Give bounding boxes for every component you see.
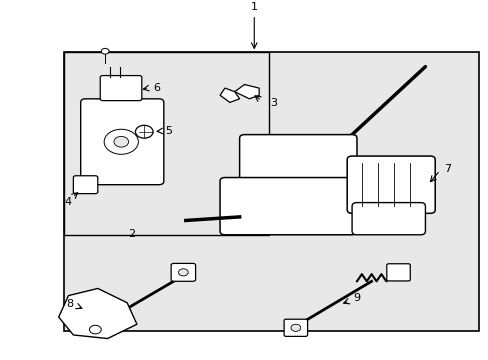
Text: 7: 7 — [443, 163, 450, 174]
FancyBboxPatch shape — [351, 203, 425, 235]
FancyBboxPatch shape — [386, 264, 409, 281]
Polygon shape — [59, 288, 137, 338]
Text: 1: 1 — [250, 2, 257, 12]
FancyBboxPatch shape — [100, 76, 142, 101]
Text: 8: 8 — [66, 299, 73, 309]
FancyBboxPatch shape — [284, 319, 307, 336]
FancyBboxPatch shape — [81, 99, 163, 185]
Bar — [63, 52, 478, 331]
Polygon shape — [220, 88, 239, 102]
Circle shape — [104, 129, 138, 154]
FancyBboxPatch shape — [346, 156, 434, 213]
Text: 5: 5 — [165, 126, 172, 136]
FancyBboxPatch shape — [239, 135, 356, 206]
Text: 2: 2 — [128, 229, 135, 239]
Circle shape — [178, 269, 188, 276]
Circle shape — [89, 325, 101, 334]
Bar — [63, 52, 268, 235]
Circle shape — [135, 125, 153, 138]
Polygon shape — [234, 85, 259, 99]
FancyBboxPatch shape — [220, 177, 356, 235]
Text: 6: 6 — [153, 83, 160, 93]
Text: 3: 3 — [270, 98, 277, 108]
Circle shape — [114, 136, 128, 147]
Text: 4: 4 — [65, 197, 72, 207]
FancyBboxPatch shape — [73, 176, 98, 194]
Text: 9: 9 — [353, 293, 360, 303]
Circle shape — [101, 48, 109, 54]
Circle shape — [290, 324, 300, 331]
FancyBboxPatch shape — [171, 264, 195, 281]
